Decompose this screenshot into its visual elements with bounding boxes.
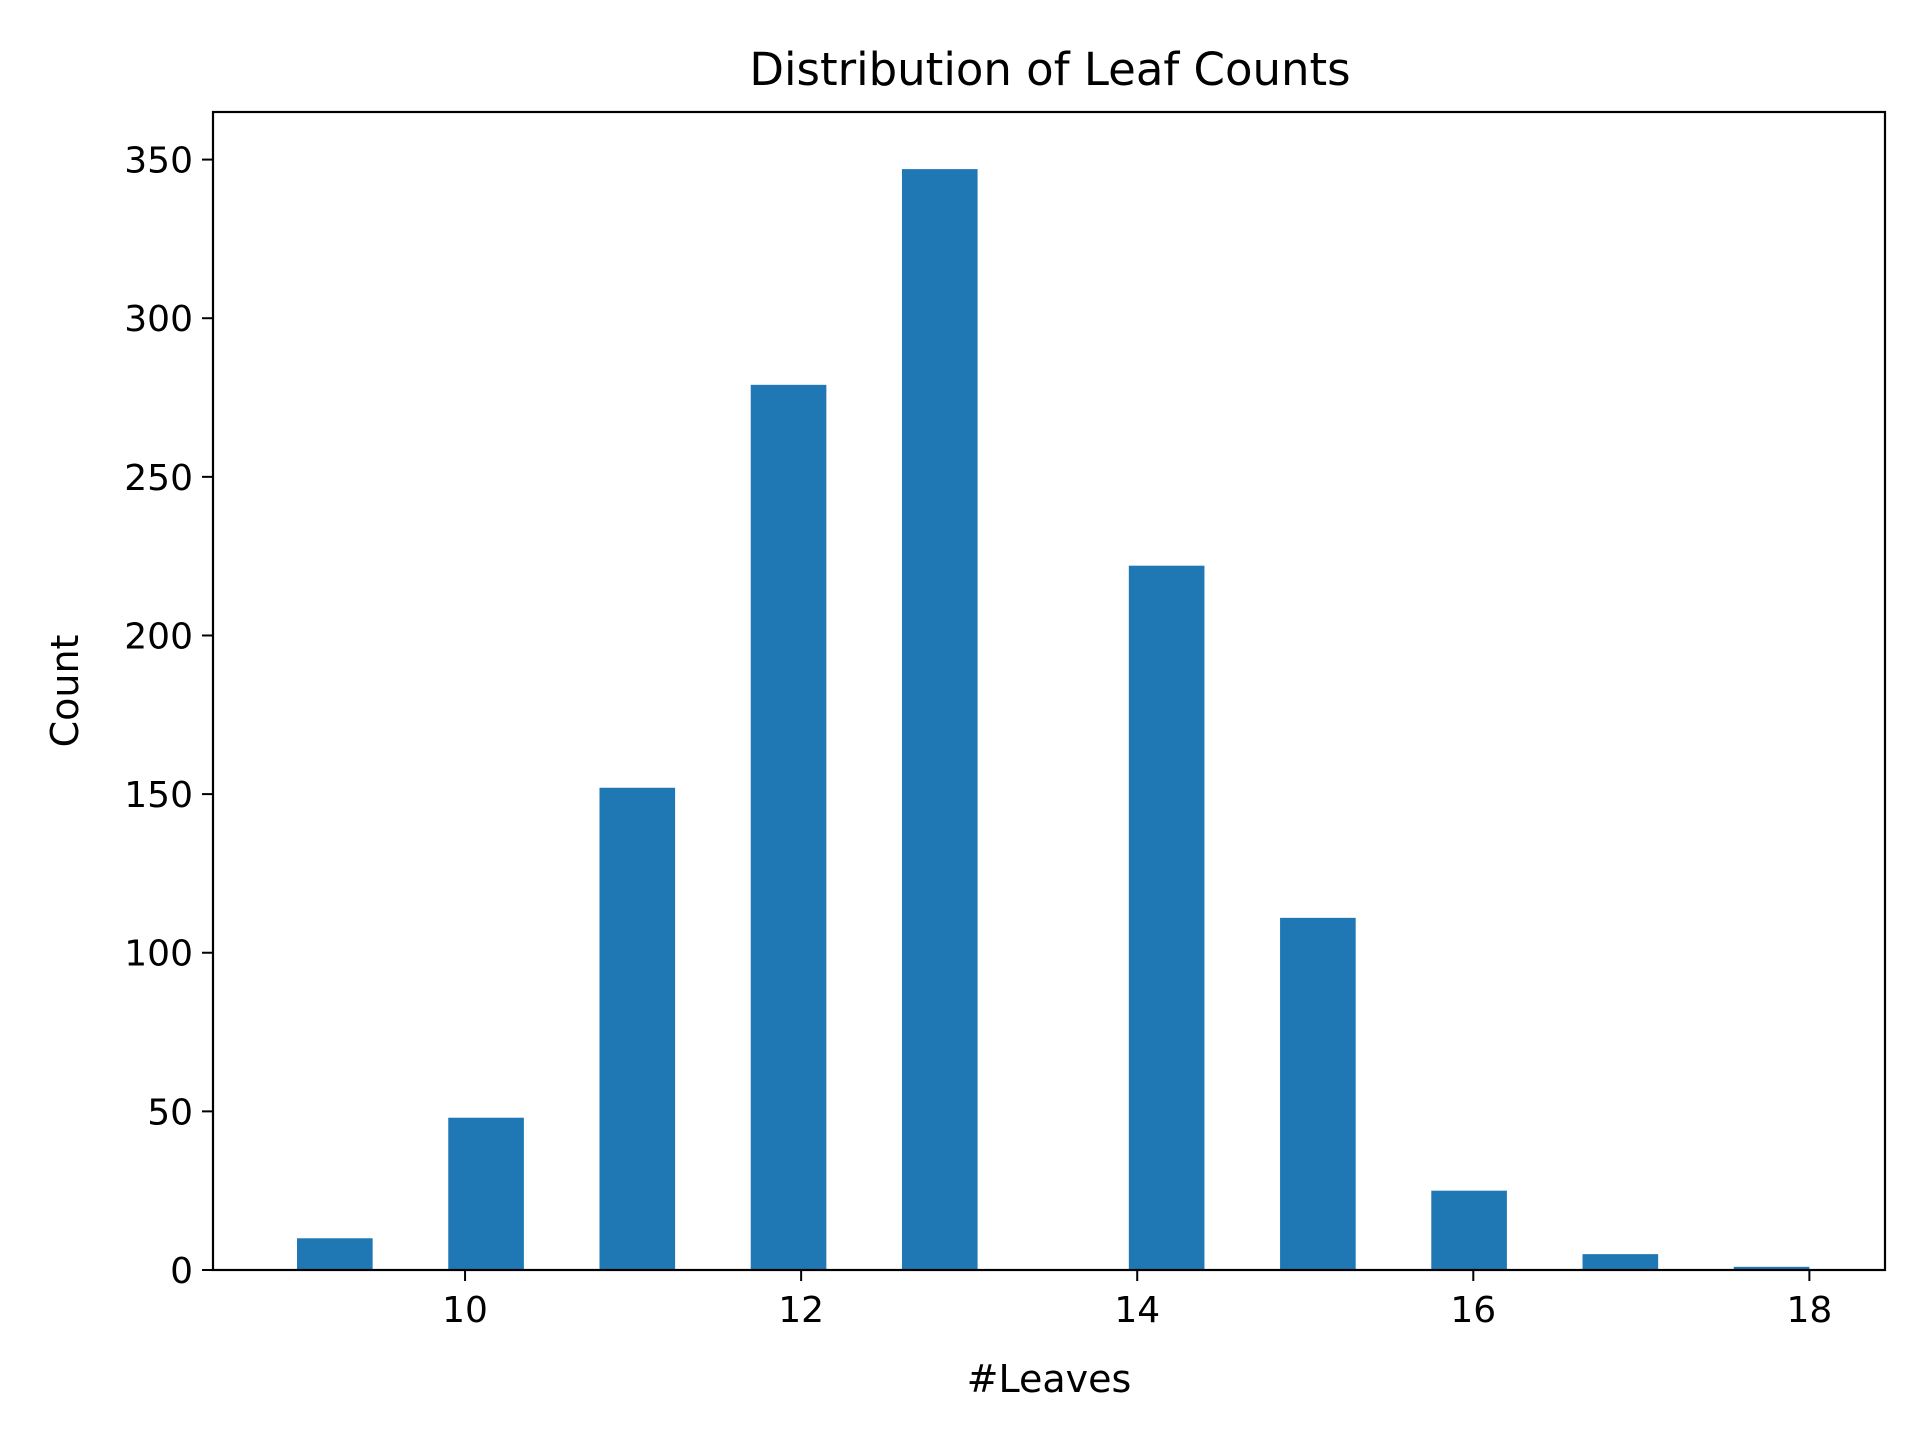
x-tick-label: 10 <box>442 1290 488 1331</box>
histogram-bar <box>1128 565 1205 1270</box>
histogram-bar <box>1582 1254 1659 1270</box>
histogram-bar <box>297 1238 373 1270</box>
x-axis-label: #Leaves <box>967 1357 1132 1401</box>
histogram-bar <box>901 169 978 1271</box>
y-tick-label: 250 <box>124 458 193 499</box>
y-axis-ticks: 0 50 100 150 200 250 300 350 <box>124 141 213 1292</box>
plot-frame <box>211 110 1887 1272</box>
histogram-bar <box>1431 1190 1507 1270</box>
histogram-bar <box>599 787 676 1270</box>
y-tick-label: 0 <box>170 1251 193 1292</box>
x-axis-ticks: 10 12 14 16 18 <box>442 1270 1832 1331</box>
y-tick-label: 300 <box>124 299 193 340</box>
y-tick-label: 200 <box>124 616 193 657</box>
histogram-bar <box>448 1117 524 1270</box>
y-tick-label: 150 <box>124 775 193 816</box>
x-tick-label: 14 <box>1114 1290 1160 1331</box>
histogram-bar <box>1280 917 1356 1270</box>
x-tick-label: 16 <box>1450 1290 1496 1331</box>
y-tick-label: 350 <box>124 141 193 182</box>
histogram-bar <box>750 384 827 1271</box>
y-tick-label: 100 <box>124 934 193 975</box>
x-tick-label: 18 <box>1786 1290 1832 1331</box>
chart-title: Distribution of Leaf Counts <box>749 43 1350 96</box>
histogram-bar <box>1733 1266 1810 1270</box>
y-axis-label: Count <box>43 635 87 748</box>
x-tick-label: 12 <box>778 1290 824 1331</box>
bars-layer <box>297 169 1810 1271</box>
y-tick-label: 50 <box>147 1092 193 1133</box>
